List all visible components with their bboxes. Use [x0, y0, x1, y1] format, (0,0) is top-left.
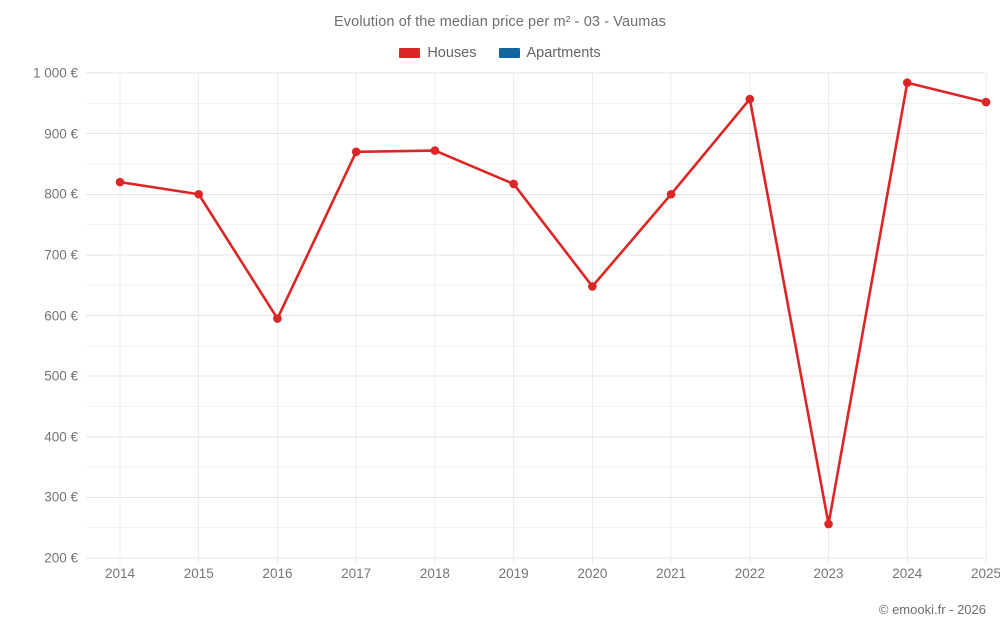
x-axis-tick-label: 2023	[813, 566, 844, 581]
gridlines-minor	[86, 102, 985, 529]
x-axis-tick-label: 2025	[970, 566, 1000, 581]
x-axis-tick-label: 2021	[656, 566, 687, 581]
data-point[interactable]	[351, 147, 361, 157]
y-axis-tick-label: 1 000 €	[32, 65, 78, 81]
data-point[interactable]	[745, 94, 755, 104]
series-line-houses	[118, 81, 988, 526]
y-axis-tick-label: 900 €	[44, 126, 78, 142]
y-axis-tick-label: 300 €	[44, 489, 78, 505]
legend-item-apartments[interactable]: Apartments	[498, 45, 601, 61]
y-axis-tick-label: 200 €	[44, 550, 78, 566]
data-point[interactable]	[194, 189, 204, 199]
legend-item-houses[interactable]: Houses	[399, 45, 477, 61]
y-axis-tick-label: 800 €	[44, 186, 78, 202]
y-axis-tick-label: 500 €	[44, 368, 78, 384]
x-axis-tick-label: 2015	[183, 566, 214, 581]
legend-label-apartments: Apartments	[526, 45, 601, 61]
data-point[interactable]	[509, 179, 518, 189]
gridlines-vertical	[119, 73, 987, 564]
x-axis-tick-label: 2024	[892, 566, 923, 581]
chart-title: Evolution of the median price per m² - 0…	[334, 14, 666, 30]
y-axis-labels: 200 € 300 € 400 € 500 € 600 € 700 € 800 € 900 €…	[0, 0, 78, 625]
data-point[interactable]	[902, 78, 912, 87]
x-axis-tick-label: 2022	[734, 566, 765, 581]
legend-swatch-apartments-icon	[498, 48, 520, 58]
y-axis-tick-label: 600 €	[44, 308, 78, 323]
y-axis-tick-label: 700 €	[44, 247, 78, 263]
series-lines	[118, 81, 988, 526]
x-axis-tick-label: 2017	[341, 566, 372, 581]
data-point[interactable]	[666, 189, 676, 199]
x-axis-tick-label: 2020	[577, 566, 608, 581]
x-axis-tick-label: 2019	[498, 566, 529, 581]
data-point[interactable]	[824, 519, 833, 529]
data-point[interactable]	[115, 177, 125, 187]
gridlines-major	[86, 72, 985, 559]
series-markers	[115, 78, 991, 529]
data-point[interactable]	[981, 97, 991, 107]
data-point[interactable]	[430, 146, 440, 155]
x-axis-tick-label: 2018	[419, 566, 450, 581]
footer-credit: © emooki.fr - 2026	[878, 602, 986, 617]
legend-swatch-houses-icon	[399, 48, 421, 58]
y-axis-tick-label: 400 €	[44, 429, 78, 445]
x-axis-tick-label: 2016	[262, 566, 293, 581]
chart-legend: Houses Apartments	[0, 45, 1000, 61]
x-axis-tick-label: 2014	[104, 566, 136, 581]
legend-label-houses: Houses	[427, 45, 477, 61]
data-point[interactable]	[273, 314, 282, 323]
data-point[interactable]	[588, 282, 597, 291]
